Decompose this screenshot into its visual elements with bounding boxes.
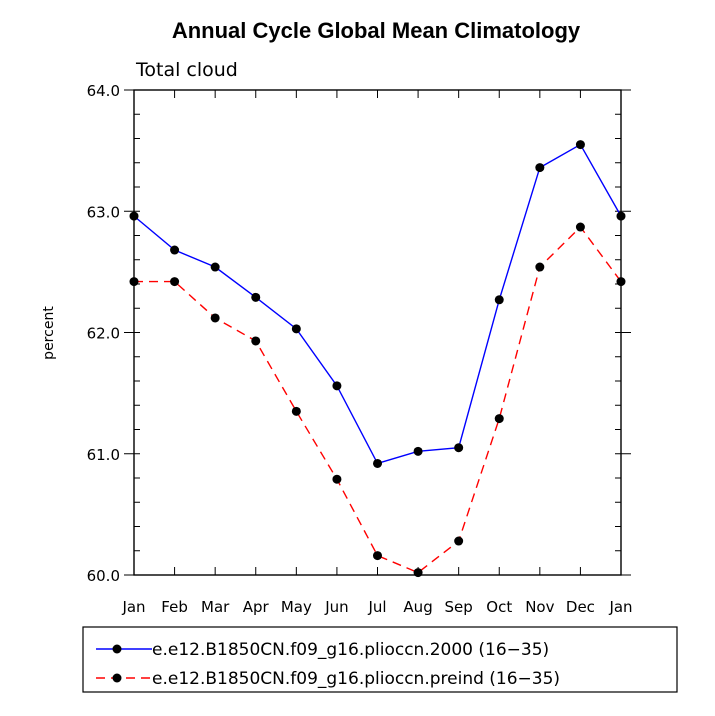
legend-swatch-marker [112,673,122,683]
tick-labels: Jan Feb Mar Apr May Jun Jul Aug Sep Oct Nov Dec Jan6… [87,82,633,616]
x-tick-label: Nov [525,598,554,616]
plot-frame [133,89,622,576]
x-tick-label: Oct [486,598,512,616]
chart-title: Annual Cycle Global Mean Climatology [172,18,581,43]
x-tick-label: May [281,598,312,616]
data-point [413,568,423,578]
legend-items: e.e12.B1850CN.f09_g16.plioccn.2000 (16−3… [96,640,560,689]
x-tick-label: Dec [566,598,595,616]
x-tick-label: Aug [403,598,432,616]
data-point [575,222,585,232]
x-tick-label: Jan [608,598,632,616]
data-point [535,163,545,173]
x-tick-label: Apr [243,598,270,616]
legend-label: e.e12.B1850CN.f09_g16.plioccn.2000 (16−3… [152,640,549,660]
data-point [454,443,464,453]
series-line-1 [134,225,622,574]
legend-swatch-marker [112,644,122,654]
y-tick-label: 61.0 [87,446,120,464]
data-point [535,262,545,272]
series-line-0 [133,143,622,465]
x-tick-label: Jun [324,598,348,616]
x-tick-label: Mar [201,598,230,616]
y-axis-label: percent [41,306,57,360]
data-point [170,245,180,255]
data-point [454,536,464,546]
data-point [210,262,220,272]
data-point [170,277,180,287]
y-tick-label: 60.0 [87,567,120,585]
data-point [251,336,261,346]
y-tick-label: 62.0 [87,325,120,343]
data-point [291,324,301,334]
data-point [332,474,342,484]
series-layer [129,140,626,578]
x-tick-label: Feb [161,598,188,616]
data-point [413,446,423,456]
x-tick-label: Jul [367,598,386,616]
data-point [210,313,220,323]
data-point [373,458,382,468]
y-tick-label: 64.0 [87,82,120,100]
data-point [332,381,342,391]
x-tick-label: Jan [121,598,145,616]
x-tick-label: Sep [445,598,473,616]
chart-subtitle: Total cloud [135,59,238,81]
legend-box [82,626,678,693]
data-point [494,414,504,424]
legend: e.e12.B1850CN.f09_g16.plioccn.2000 (16−3… [82,626,678,693]
legend-label: e.e12.B1850CN.f09_g16.plioccn.preind (16… [152,669,560,689]
data-point [494,295,504,305]
data-point [373,551,382,561]
data-point [575,140,585,150]
y-tick-label: 63.0 [87,203,120,221]
data-point [291,406,301,416]
data-point [251,292,261,302]
axis-ticks [124,89,631,576]
